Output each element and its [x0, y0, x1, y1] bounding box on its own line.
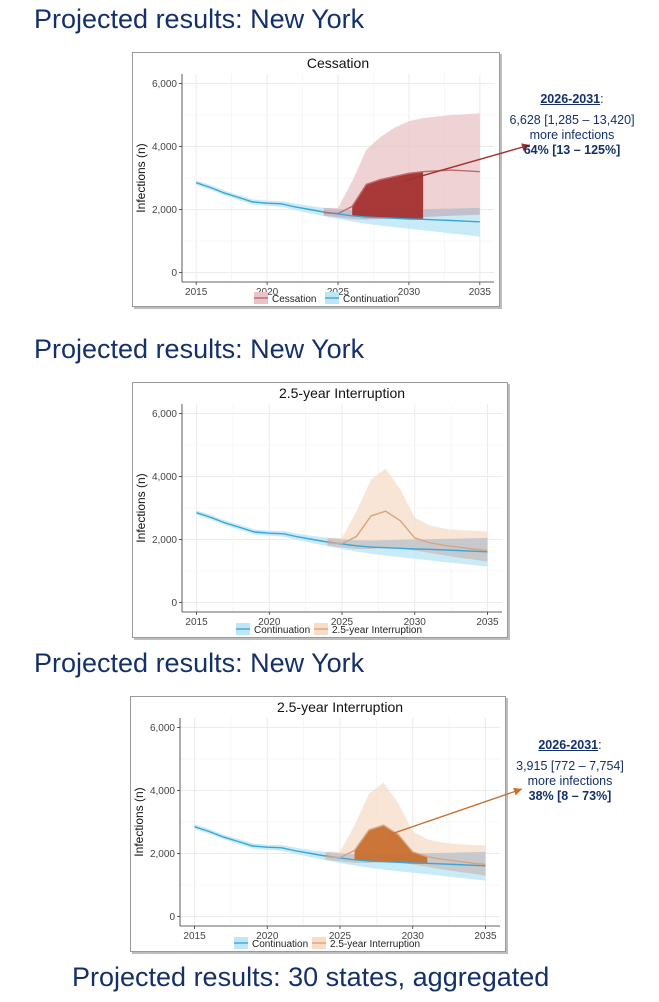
callout-period-colon: :: [598, 738, 602, 752]
x-tick-label: 2030: [404, 617, 427, 628]
y-tick-label: 4,000: [152, 472, 177, 483]
chart-frame-3: 2.5-year Interruption 2015 2020 2025 2030 203…: [130, 696, 523, 954]
y-tick-label: 0: [171, 598, 177, 609]
band-overlap: [327, 537, 488, 562]
y-axis-label: Infections (n): [134, 143, 148, 212]
interruption-chart: 2.5-year Interruption 2015 2020 2025 2030 203…: [132, 382, 510, 640]
x-tick-label: 2020: [258, 617, 281, 628]
series-band-continuation: [196, 510, 488, 567]
callout-interruption: 2026-2031: 3,915 [772 – 7,754] more infe…: [500, 738, 640, 804]
callout-count-suffix: more infections: [527, 774, 613, 788]
x-tick-label: 2030: [402, 931, 425, 942]
x-tick-label: 2025: [329, 931, 352, 942]
chart-title: 2.5-year Interruption: [277, 699, 403, 715]
x-tick-label: 2035: [469, 287, 492, 298]
series-line-cessation: [323, 169, 480, 215]
cessation-chart: Cessation2015202020252030203502,0004,000…: [132, 52, 531, 309]
chart-frame-2: 2.5-year Interruption 2015 2020 2025 2030 203…: [132, 382, 510, 640]
y-tick-label: 0: [169, 912, 175, 923]
x-tick-label: 2015: [185, 617, 208, 628]
series-line-2-5-year-interruption: [327, 510, 488, 552]
callout-period: 2026-2031: [540, 92, 601, 106]
series-band-2-5-year-interruption: [327, 468, 488, 562]
legend-label: 2.5-year Interruption: [330, 939, 420, 950]
callout-percent: 38% [8 – 73%]: [528, 789, 612, 803]
callout-period: 2026-2031: [538, 738, 599, 752]
x-tick-label: 2035: [476, 617, 499, 628]
legend-label: 2.5-year Interruption: [332, 625, 422, 636]
y-tick-label: 6,000: [152, 409, 177, 420]
slide-title-1: Projected results: New York: [34, 4, 365, 34]
x-tick-label: 2035: [474, 931, 497, 942]
legend-label: Continuation: [254, 625, 310, 636]
series-band-continuation: [196, 180, 480, 237]
y-tick-label: 6,000: [152, 79, 177, 90]
series-band-continuation: [194, 824, 486, 881]
chart-frame-border: [130, 696, 506, 952]
x-tick-label: 2015: [185, 287, 208, 298]
y-tick-label: 0: [171, 268, 177, 279]
slide-title-4: Projected results: 30 states, aggregated: [72, 962, 550, 992]
chart-title: Cessation: [307, 55, 369, 71]
y-axis-label: Infections (n): [134, 473, 148, 542]
y-tick-label: 4,000: [152, 142, 177, 153]
callout-count: 6,628 [1,285 – 13,420]: [509, 113, 635, 127]
interruption-highlight-chart: 2.5-year Interruption 2015 2020 2025 2030 203…: [130, 696, 523, 954]
chart-frame-border: [132, 382, 508, 638]
callout-arrow-head: [521, 143, 530, 152]
y-tick-label: 6,000: [150, 723, 175, 734]
x-tick-label: 2030: [398, 287, 421, 298]
y-axis-label: Infections (n): [132, 787, 146, 856]
excess-infections-area: [354, 825, 428, 864]
legend-label: Continuation: [252, 939, 308, 950]
y-tick-label: 4,000: [150, 786, 175, 797]
y-tick-label: 2,000: [150, 849, 175, 860]
callout-arrow-line: [389, 788, 523, 836]
legend-label: Cessation: [272, 294, 316, 305]
callout-count-suffix: more infections: [529, 128, 615, 142]
callout-cessation: 2026-2031: 6,628 [1,285 – 13,420] more i…: [502, 92, 642, 158]
x-tick-label: 2025: [331, 617, 354, 628]
x-tick-label: 2020: [256, 931, 279, 942]
chart-title: 2.5-year Interruption: [279, 385, 405, 401]
slide-title-3: Projected results: New York: [34, 648, 365, 678]
y-tick-label: 2,000: [152, 205, 177, 216]
callout-arrow-head: [513, 787, 522, 796]
slide-title-2: Projected results: New York: [34, 334, 365, 364]
callout-count: 3,915 [772 – 7,754]: [516, 759, 624, 773]
callout-period-colon: :: [600, 92, 604, 106]
x-tick-label: 2015: [183, 931, 206, 942]
legend-label: Continuation: [343, 294, 399, 305]
callout-percent: 64% [13 – 125%]: [523, 143, 621, 157]
y-tick-label: 2,000: [152, 535, 177, 546]
chart-frame-1: Cessation2015202020252030203502,0004,000…: [132, 52, 531, 309]
callout-arrow-line: [403, 144, 531, 182]
series-line-2-5-year-interruption: [325, 824, 486, 866]
